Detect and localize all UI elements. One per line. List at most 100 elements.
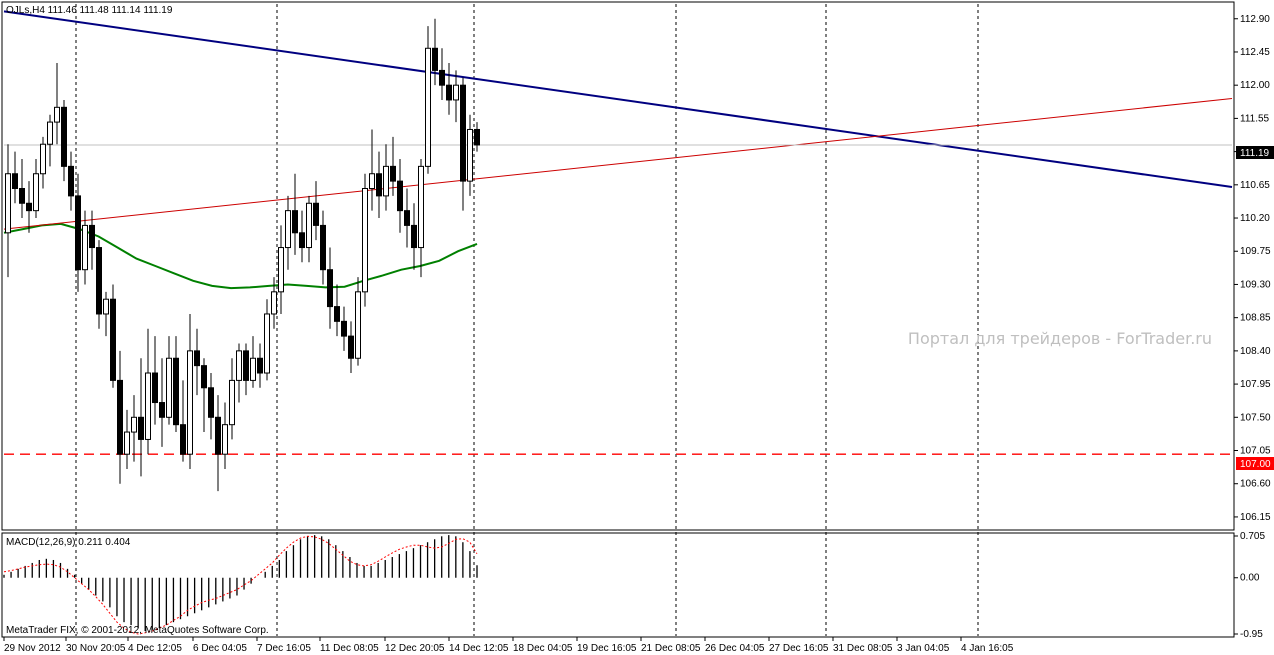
time-tick-label: 11 Dec 08:05 (320, 643, 379, 654)
price-tick-label: 112.00 (1240, 80, 1270, 91)
candle-body (446, 84, 452, 101)
candle-body (201, 365, 207, 389)
time-tick-label: 4 Jan 16:05 (961, 643, 1014, 654)
macd-axis: 0.705 0.00 -0.95 (1234, 531, 1265, 640)
price-tick-label: 107.50 (1240, 412, 1271, 423)
candle-body (383, 165, 389, 197)
level-price-tag (1236, 457, 1274, 470)
current-price-tag (1236, 146, 1274, 159)
candle-body (75, 195, 81, 271)
price-tick-label: 110.20 (1240, 213, 1270, 224)
candle-body (439, 69, 445, 86)
candle-body (40, 143, 46, 175)
candle-body (313, 202, 319, 226)
candles-layer (5, 18, 480, 492)
candle-body (278, 247, 284, 293)
candle-body (47, 121, 53, 145)
candle-body (271, 291, 277, 315)
price-tick-label: 112.90 (1240, 14, 1270, 25)
candle-body (404, 210, 410, 226)
candle-body (306, 202, 312, 249)
candle-body (5, 173, 11, 234)
time-tick-label: 3 Jan 04:05 (897, 643, 950, 654)
candle-body (320, 224, 326, 271)
price-axis: 112.90112.45112.00111.55111.10110.65110.… (1234, 14, 1271, 523)
candle-body (173, 357, 179, 426)
candle-body (215, 416, 221, 455)
price-tick-label: 108.40 (1240, 346, 1271, 357)
candle-body (334, 306, 340, 322)
macd-layer (3, 535, 478, 635)
candle-body (432, 47, 438, 71)
time-axis: 29 Nov 2012 30 Nov 20:05 4 Dec 12:05 6 Dec … (3, 637, 1014, 654)
candle-body (117, 379, 123, 455)
candle-body (166, 357, 172, 418)
candle-body (145, 372, 151, 440)
candle-body (222, 424, 228, 455)
candle-body (61, 106, 67, 167)
candle-body (362, 188, 368, 293)
time-tick-label: 18 Dec 04:05 (513, 643, 573, 654)
time-tick-label: 14 Dec 12:05 (449, 643, 509, 654)
time-tick-label: 21 Dec 08:05 (641, 643, 701, 654)
candle-body (257, 357, 263, 374)
time-tick-label: 19 Dec 16:05 (577, 643, 637, 654)
time-tick-label: 29 Nov 2012 (4, 643, 61, 654)
price-tick-label: 107.05 (1240, 446, 1271, 457)
trendline-layer (3, 10, 1233, 230)
current-price-label: 111.19 (1240, 148, 1270, 159)
candle-body (348, 335, 354, 359)
macd-tick-label: -0.95 (1240, 629, 1263, 640)
candle-body (376, 173, 382, 197)
candle-body (264, 313, 270, 374)
candle-body (390, 165, 396, 182)
price-tick-label: 109.75 (1240, 246, 1271, 257)
candle-body (411, 224, 417, 249)
candle-body (33, 173, 39, 212)
downtrend-line (3, 10, 1233, 189)
macd-tick-label: 0.00 (1240, 573, 1260, 584)
candle-body (236, 350, 242, 381)
candle-body (159, 402, 165, 418)
symbol-header: OJLs,H4 111.46 111.48 111.14 111.19 (6, 5, 173, 16)
candle-body (299, 232, 305, 249)
candle-body (26, 202, 32, 212)
candle-body (68, 165, 74, 197)
main-chart-frame (1, 1, 1235, 531)
candle-body (110, 298, 116, 381)
macd-header: MACD(12,26,9) 0.211 0.404 (6, 537, 131, 548)
candle-body (187, 350, 193, 455)
candle-body (131, 416, 137, 433)
candle-body (355, 291, 361, 359)
candle-body (138, 416, 144, 440)
candle-body (243, 350, 249, 381)
candle-body (369, 173, 375, 190)
uptrend-line (3, 97, 1233, 230)
time-tick-label: 27 Dec 16:05 (769, 643, 829, 654)
candle-body (285, 210, 291, 249)
candle-body (19, 188, 25, 204)
price-tick-label: 106.60 (1240, 479, 1271, 490)
time-tick-label: 4 Dec 12:05 (128, 643, 182, 654)
candle-body (425, 47, 431, 167)
price-tick-label: 111.55 (1240, 113, 1270, 124)
price-tick-label: 108.85 (1240, 313, 1271, 324)
macd-tick-label: 0.705 (1240, 531, 1265, 542)
price-tick-label: 107.95 (1240, 379, 1271, 390)
candle-body (467, 128, 473, 182)
price-tick-label: 109.30 (1240, 279, 1271, 290)
time-tick-label: 31 Dec 08:05 (833, 643, 893, 654)
time-tick-label: 30 Nov 20:05 (66, 643, 126, 654)
price-tick-label: 110.65 (1240, 180, 1270, 191)
level-price-label: 107.00 (1240, 459, 1271, 470)
candle-body (152, 372, 158, 404)
time-tick-label: 6 Dec 04:05 (193, 643, 247, 654)
watermark-text: Портал для трейдеров - ForTrader.ru (908, 329, 1212, 348)
copyright-text: MetaTrader FIX, © 2001-2012, MetaQuotes … (6, 625, 269, 636)
time-tick-label: 7 Dec 16:05 (257, 643, 311, 654)
candle-body (82, 224, 88, 271)
candle-body (292, 210, 298, 234)
candle-body (180, 424, 186, 455)
candle-body (12, 173, 18, 190)
